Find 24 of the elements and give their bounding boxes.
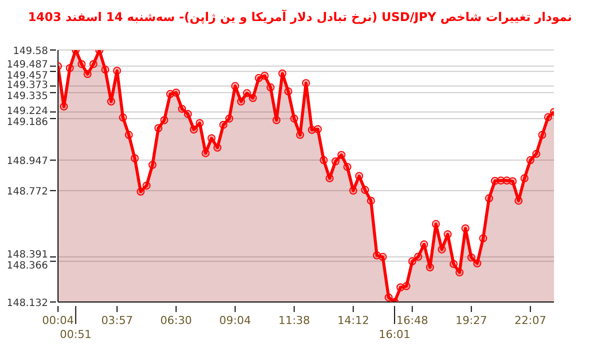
x-tick-label: 00:51	[60, 328, 92, 341]
x-tick-label: 22:07	[514, 314, 546, 327]
x-tick-label: 06:30	[160, 314, 192, 327]
y-tick-label: 149.224	[6, 106, 48, 117]
x-tick-label: 16:01	[378, 328, 410, 341]
chart-title: نمودار تغییرات شاخص USD/JPY (نرخ تبادل دلار آمریکا و ین ژاپن)- سه‌شنبه 14 اسفند 1403	[26, 10, 574, 24]
x-tick-label: 16:48	[396, 314, 428, 327]
x-tick-label: 00:04	[42, 314, 74, 327]
x-tick-label: 09:04	[219, 314, 251, 327]
y-tick-label: 149.335	[6, 90, 48, 102]
x-tick-label: 19:27	[455, 314, 488, 327]
y-tick-label: 148.132	[6, 298, 48, 309]
x-tick-label: 14:12	[337, 314, 370, 327]
y-tick-label: 149.58	[13, 46, 48, 57]
y-tick-label: 149.186	[6, 116, 48, 128]
y-tick-label: 149.457	[6, 70, 48, 82]
y-tick-label: 149.487	[6, 59, 48, 70]
y-tick-label: 149.373	[6, 80, 48, 91]
x-tick-label: 03:57	[101, 314, 133, 327]
y-tick-label: 148.772	[6, 186, 48, 198]
x-tick-label: 11:38	[278, 314, 310, 327]
y-tick-label: 148.366	[6, 260, 48, 272]
y-tick-label: 148.947	[6, 156, 48, 168]
y-tick-label: 148.391	[6, 250, 48, 261]
